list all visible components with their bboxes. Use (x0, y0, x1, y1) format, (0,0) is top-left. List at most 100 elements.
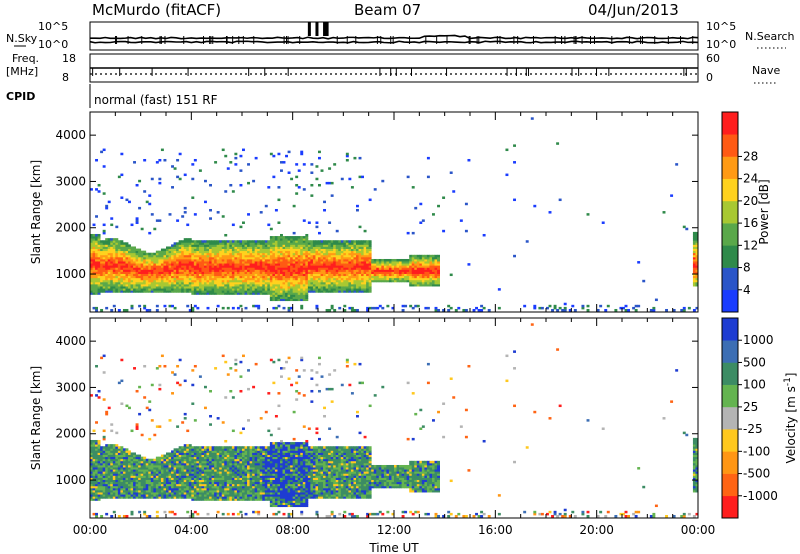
power-cell (92, 236, 96, 239)
power-cell (234, 271, 238, 274)
power-cell (249, 269, 253, 272)
velocity-cell (196, 469, 200, 472)
velocity-cell (135, 471, 139, 474)
velocity-cell (178, 464, 182, 468)
velocity-cell (183, 460, 187, 464)
power-cell (176, 258, 180, 262)
power-cell (130, 263, 134, 266)
power-cell (198, 246, 202, 249)
power-cell (249, 273, 253, 277)
power-cell (277, 286, 281, 289)
power-cell (143, 279, 147, 283)
power-cell (166, 256, 169, 260)
power-cell (105, 290, 109, 293)
power-cell (353, 252, 357, 256)
power-cell (373, 269, 377, 272)
velocity-cell (95, 454, 98, 458)
power-cell (160, 290, 164, 293)
power-cell (338, 290, 342, 293)
power-cell (160, 267, 164, 270)
power-cell (90, 240, 93, 243)
velocity-cell (115, 458, 119, 462)
power-cell (277, 152, 281, 156)
power-cell (188, 269, 192, 272)
power-cell (513, 254, 516, 258)
power-cell (224, 273, 228, 277)
power-cell (204, 288, 207, 291)
power-cell (120, 254, 124, 258)
velocity-cell (155, 471, 159, 474)
power-cell (345, 240, 349, 243)
power-cell (401, 277, 405, 281)
velocity-cell (115, 492, 119, 495)
power-cell (383, 258, 387, 262)
power-cell (145, 254, 149, 258)
power-cell (388, 277, 392, 281)
power-cell (292, 271, 296, 274)
velocity-cell (201, 450, 205, 453)
power-cell (130, 286, 134, 289)
power-cell (323, 290, 326, 293)
power-cell (356, 204, 359, 208)
power-cell (295, 183, 299, 187)
power-cell (100, 286, 104, 289)
power-cell (302, 273, 306, 277)
velocity-cell (110, 429, 114, 433)
cpid-text: normal (fast) 151 RF (94, 93, 218, 107)
power-cell (381, 179, 385, 183)
power-cell (226, 273, 230, 277)
power-cell (178, 248, 182, 252)
velocity-cell (97, 460, 101, 464)
power-cell (163, 258, 167, 262)
power-cell (150, 288, 154, 291)
velocity-cell (115, 483, 119, 487)
power-cell (160, 275, 164, 279)
power-cell (178, 277, 182, 281)
power-cell (221, 215, 225, 218)
velocity-cell (183, 446, 187, 449)
power-cell (196, 256, 200, 260)
power-cell (262, 292, 266, 295)
power-cell (437, 258, 440, 262)
power-cell (90, 236, 93, 239)
power-cell (214, 273, 218, 277)
power-cell (345, 275, 349, 279)
velocity-cell (117, 467, 121, 470)
power-cell (204, 258, 207, 262)
power-cell (219, 286, 223, 289)
power-cell (206, 258, 210, 262)
power-cell (414, 256, 418, 260)
power-cell (181, 250, 185, 254)
velocity-cell (122, 460, 126, 464)
power-cell (282, 256, 286, 260)
power-cell (196, 281, 200, 285)
velocity-cell (128, 496, 131, 499)
power-cell (269, 292, 273, 295)
power-cell (257, 242, 261, 245)
power-cell (366, 258, 370, 262)
power-cell (277, 250, 281, 254)
power-cell (399, 261, 402, 264)
velocity-cell (92, 467, 96, 470)
velocity-cell (120, 448, 124, 451)
power-cell (312, 240, 316, 243)
velocity-cell (201, 496, 205, 499)
power-cell (318, 242, 321, 245)
power-cell (249, 258, 253, 262)
velocity-cell (171, 452, 174, 455)
velocity-cell (102, 354, 106, 358)
velocity-cell (178, 494, 182, 497)
power-cell (343, 308, 347, 312)
velocity-cell (95, 444, 98, 447)
power-cell (201, 277, 205, 281)
power-cell (186, 277, 190, 281)
velocity-cell (163, 492, 167, 495)
power-cell (221, 265, 225, 268)
velocity-cell (92, 429, 96, 433)
power-cell (163, 263, 167, 266)
power-cell (274, 267, 278, 270)
velocity-cell (198, 494, 202, 497)
velocity-cell (105, 487, 109, 491)
power-cell (128, 273, 131, 277)
power-cell (300, 252, 304, 256)
